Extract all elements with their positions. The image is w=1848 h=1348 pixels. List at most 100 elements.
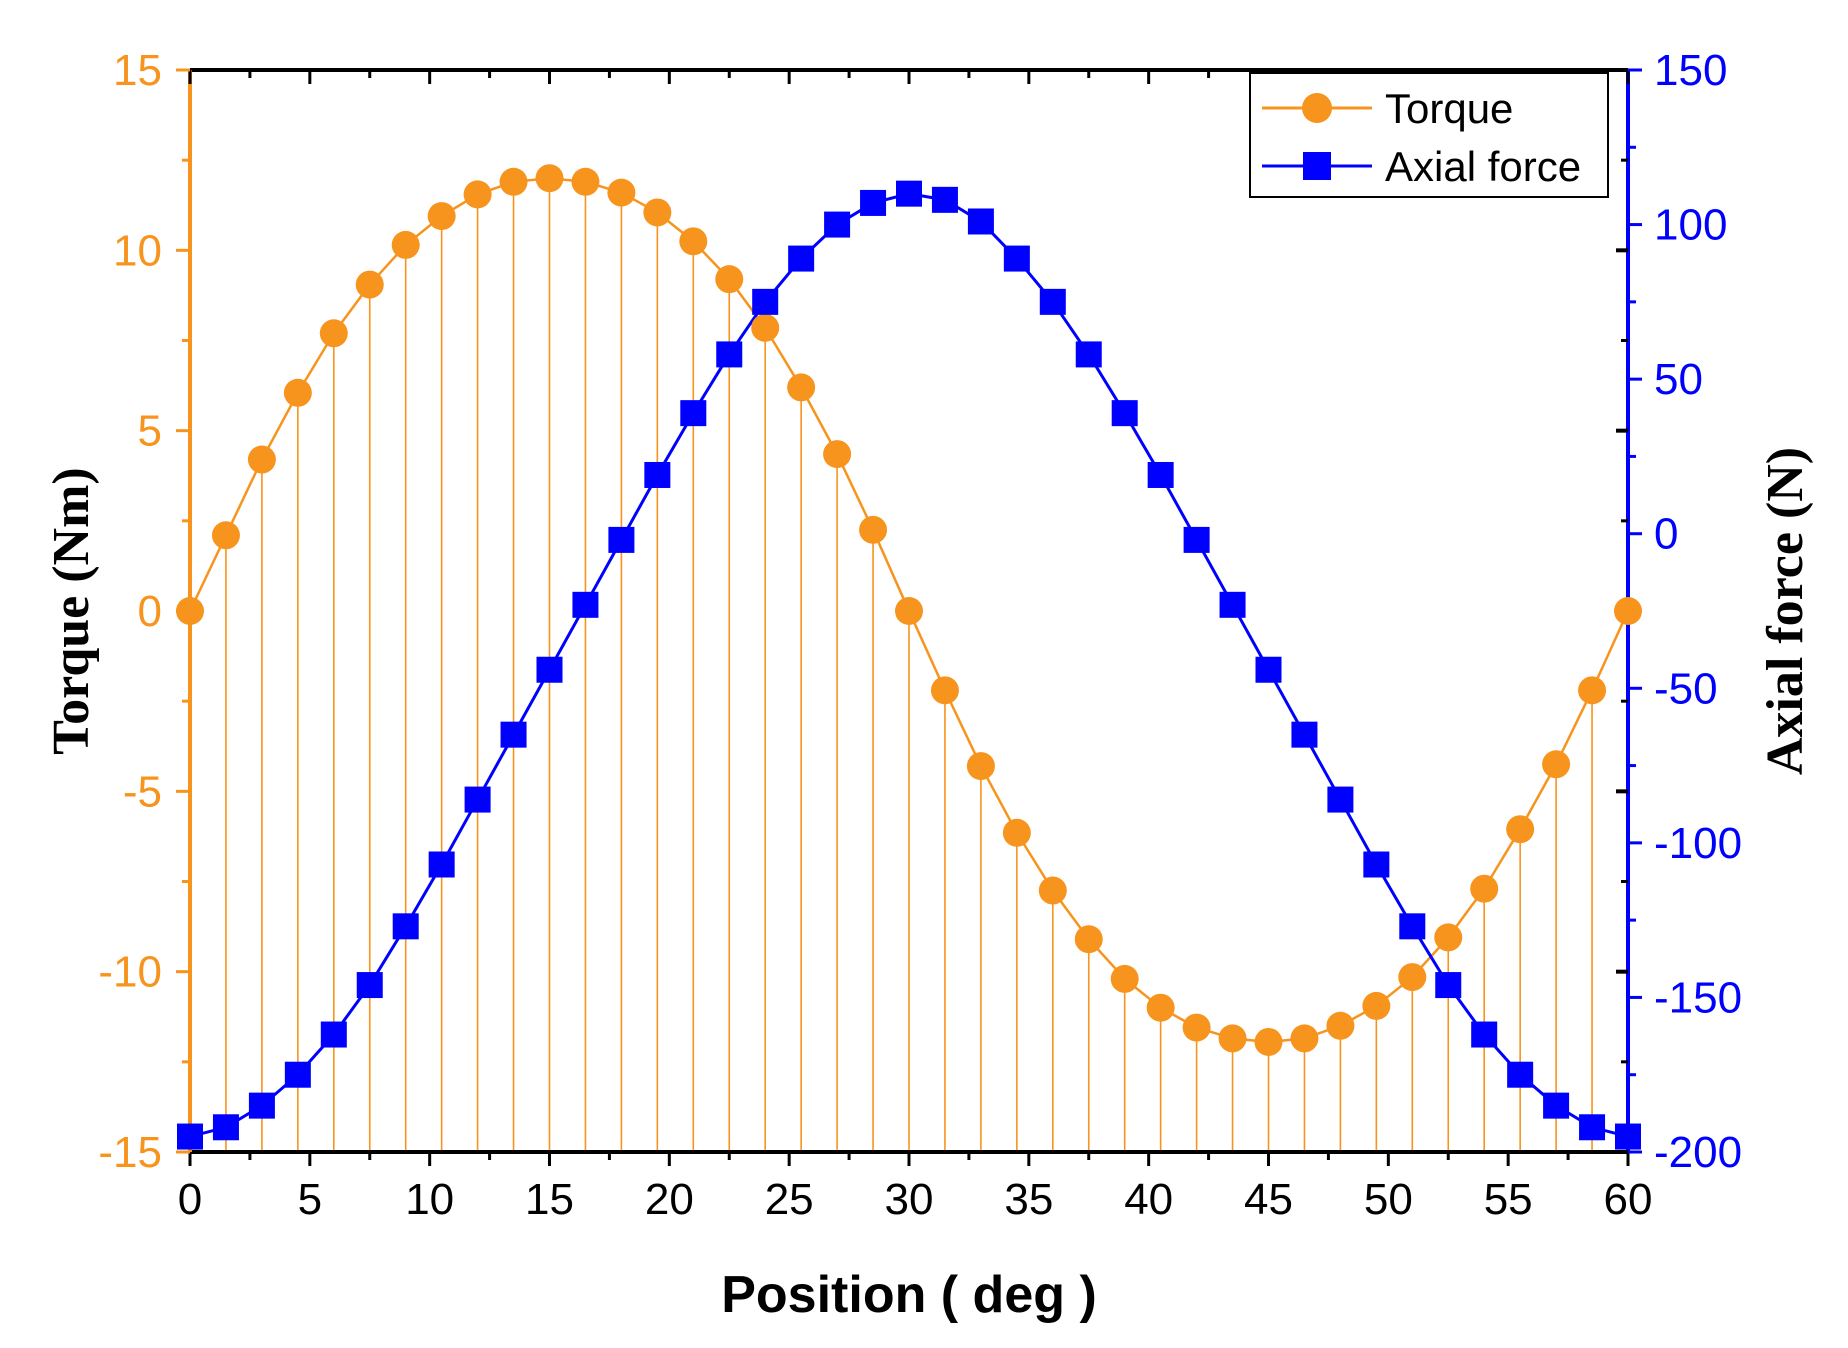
axial-force-point: [967, 208, 994, 235]
torque-point: [176, 597, 204, 625]
axial-force-point: [1075, 341, 1102, 368]
x-tick-label: 20: [645, 1175, 694, 1224]
left-tick-label: 10: [113, 226, 162, 275]
torque-point: [1146, 993, 1175, 1022]
legend-label: Torque: [1385, 85, 1513, 132]
axial-force-point: [824, 211, 851, 238]
torque-point: [895, 597, 923, 625]
torque-point: [283, 378, 312, 407]
axial-force-point: [1003, 245, 1030, 272]
right-tick-label: -150: [1654, 973, 1742, 1022]
left-tick-label: -15: [98, 1128, 162, 1177]
torque-point: [463, 180, 492, 209]
torque-point: [1002, 818, 1031, 847]
x-tick-label: 30: [885, 1175, 934, 1224]
axial-force-point: [1111, 400, 1138, 427]
x-tick-label: 60: [1604, 1175, 1653, 1224]
right-tick-label: 50: [1654, 355, 1703, 404]
axial-force-point: [644, 461, 671, 488]
torque-point: [643, 198, 672, 227]
torque-point: [1038, 876, 1067, 905]
torque-point: [571, 167, 600, 196]
torque-point: [427, 202, 456, 231]
x-tick-label: 5: [298, 1175, 322, 1224]
axial-force-point: [788, 245, 815, 272]
torque-point: [1434, 923, 1463, 952]
x-tick-label: 10: [405, 1175, 454, 1224]
left-tick-label: 15: [113, 46, 162, 95]
axial-force-point: [931, 186, 958, 213]
torque-point: [1470, 874, 1499, 903]
torque-point: [823, 440, 852, 469]
axial-force-point: [1615, 1123, 1641, 1150]
axial-force-point: [500, 721, 527, 748]
right-tick-label: 150: [1654, 46, 1727, 95]
axial-force-point: [1363, 851, 1390, 878]
left-tick-label: 5: [138, 407, 162, 456]
axial-force-point: [356, 972, 383, 999]
x-tick-label: 45: [1244, 1175, 1293, 1224]
axial-force-point: [680, 400, 707, 427]
torque-point: [391, 230, 420, 259]
plot-area: 0 5 10 15 20 25 30 35 40 45 50 55 60-15-10-5051015-2…: [43, 46, 1814, 1324]
right-tick-label: 0: [1654, 510, 1678, 559]
torque-point: [1254, 1027, 1283, 1056]
legend-marker-circle: [1302, 93, 1332, 123]
axial-force-point: [212, 1114, 239, 1141]
torque-point: [859, 515, 888, 544]
torque-point: [499, 167, 528, 196]
torque-point: [715, 265, 744, 294]
x-tick-label: 40: [1124, 1175, 1173, 1224]
axial-force-point: [428, 851, 455, 878]
left-tick-label: -10: [98, 948, 162, 997]
torque-point: [355, 270, 384, 299]
axial-force-point: [752, 288, 779, 315]
torque-point: [1326, 1011, 1355, 1040]
torque-point: [1578, 676, 1607, 705]
torque-point: [1614, 597, 1642, 625]
axial-force-point: [1039, 288, 1066, 315]
torque-point: [1074, 925, 1103, 954]
right-tick-label: -200: [1654, 1128, 1742, 1177]
axial-force-point: [1327, 786, 1354, 813]
torque-point: [1218, 1024, 1247, 1053]
axial-force-point: [464, 786, 491, 813]
axial-force-point: [1471, 1021, 1498, 1048]
torque-point: [966, 752, 995, 781]
legend-marker-square: [1303, 152, 1331, 180]
x-tick-label: 0: [178, 1175, 202, 1224]
torque-point: [247, 445, 276, 474]
right-tick-label: -50: [1654, 664, 1718, 713]
axial-force-point: [320, 1021, 347, 1048]
torque-point: [930, 676, 959, 705]
torque-point: [1110, 964, 1139, 993]
axial-force-point: [716, 341, 743, 368]
torque-point: [1362, 991, 1391, 1020]
axial-force-point: [896, 180, 922, 207]
torque-point: [535, 164, 564, 193]
x-tick-label: 25: [765, 1175, 814, 1224]
torque-point: [1182, 1013, 1211, 1042]
torque-point: [787, 373, 816, 402]
torque-point: [1506, 815, 1535, 844]
torque-point: [319, 319, 348, 348]
axial-force-point: [284, 1061, 311, 1088]
torque-point: [211, 521, 240, 550]
torque-point: [607, 178, 636, 207]
left-tick-label: -5: [123, 767, 162, 816]
left-axis-title: Torque (Nm): [43, 467, 100, 754]
torque-point: [1398, 963, 1427, 992]
torque-point: [751, 313, 780, 342]
torque-point: [1290, 1024, 1319, 1053]
legend-label: Axial force: [1385, 143, 1581, 190]
axial-force-point: [1219, 591, 1246, 618]
axial-force-point: [392, 913, 419, 940]
torque-point: [679, 227, 708, 256]
axial-force-point: [572, 591, 599, 618]
axial-force-point: [1543, 1092, 1570, 1119]
axial-force-point: [1291, 721, 1318, 748]
right-axis-title: Axial force (N): [1757, 447, 1814, 775]
axial-force-point: [177, 1123, 203, 1150]
axial-force-point: [1579, 1114, 1606, 1141]
